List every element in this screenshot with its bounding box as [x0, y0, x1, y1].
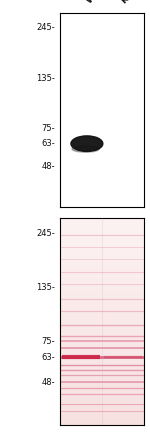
Text: 48-: 48-: [41, 162, 55, 171]
Text: WT: WT: [85, 0, 103, 5]
Text: 245-: 245-: [36, 23, 55, 32]
Text: 135-: 135-: [36, 74, 55, 83]
Text: 135-: 135-: [36, 283, 55, 292]
Text: 75-: 75-: [41, 124, 55, 133]
Text: 75-: 75-: [41, 337, 55, 346]
Text: 63-: 63-: [41, 139, 55, 148]
Ellipse shape: [71, 136, 103, 151]
Text: 245-: 245-: [36, 229, 55, 238]
Text: KO: KO: [119, 0, 135, 5]
Ellipse shape: [72, 146, 99, 152]
Text: 48-: 48-: [41, 378, 55, 387]
Text: 63-: 63-: [41, 353, 55, 362]
